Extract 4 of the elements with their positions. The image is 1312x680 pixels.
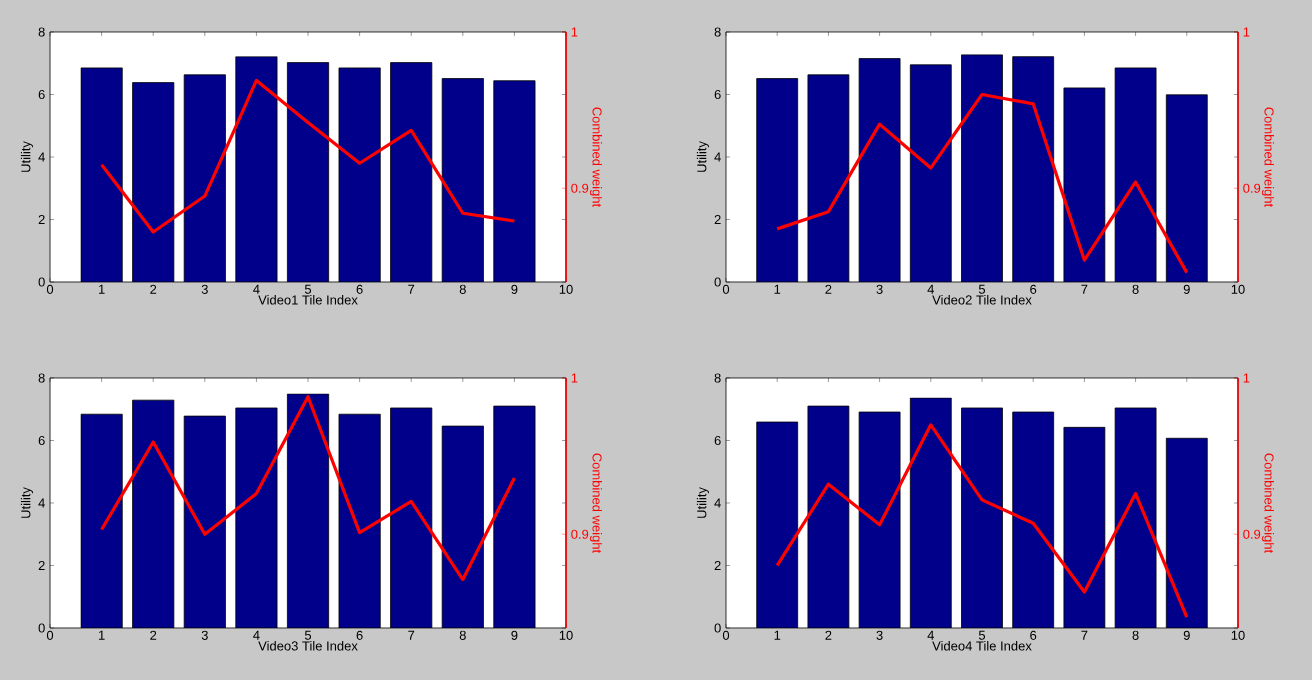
- line-series: [775, 423, 1189, 619]
- line-series: [100, 78, 517, 234]
- line-series: [775, 92, 1189, 275]
- line-series: [100, 395, 517, 582]
